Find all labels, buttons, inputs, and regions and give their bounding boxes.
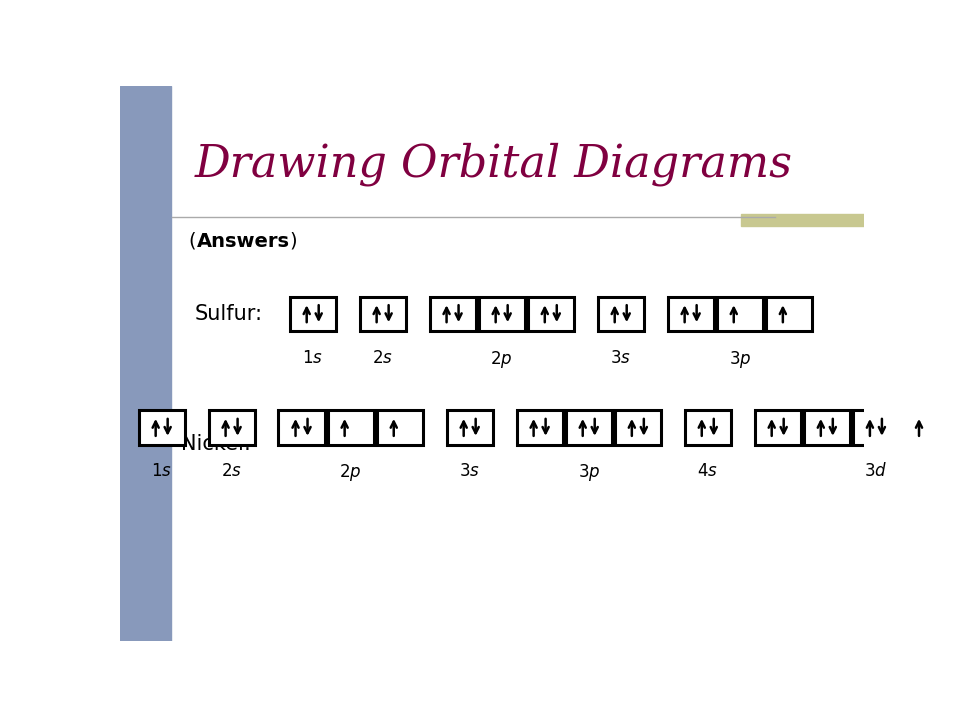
Bar (614, 410, 660, 444)
Bar (598, 297, 644, 331)
Text: $2s$: $2s$ (221, 462, 242, 480)
Bar (208, 410, 254, 444)
Bar (327, 410, 373, 444)
Bar (667, 297, 713, 331)
Bar (852, 410, 899, 444)
Bar (376, 410, 422, 444)
Text: Drawing Orbital Diagrams: Drawing Orbital Diagrams (194, 142, 792, 186)
Text: $3d$: $3d$ (864, 462, 887, 480)
Bar (528, 297, 574, 331)
Text: Nickel:: Nickel: (181, 434, 251, 454)
Text: $2p$: $2p$ (491, 348, 513, 369)
Bar (717, 297, 763, 331)
Text: $2s$: $2s$ (372, 348, 393, 366)
Text: $1s$: $1s$ (302, 348, 324, 366)
Bar (951, 410, 960, 444)
Bar (138, 410, 184, 444)
Bar (565, 410, 612, 444)
Bar (755, 410, 801, 444)
Bar (429, 297, 475, 331)
Bar (120, 86, 171, 641)
Bar (360, 297, 406, 331)
Text: $1s$: $1s$ (152, 462, 172, 480)
Bar (804, 410, 850, 444)
Text: Answers: Answers (197, 232, 290, 251)
Bar (290, 297, 336, 331)
Bar (278, 410, 324, 444)
Text: Sulfur:: Sulfur: (194, 304, 262, 324)
Bar (479, 297, 525, 331)
Text: $3p$: $3p$ (578, 462, 600, 483)
Text: $3p$: $3p$ (729, 348, 751, 369)
Text: ): ) (290, 232, 298, 251)
Bar (446, 410, 492, 444)
Bar (684, 410, 731, 444)
Text: (: ( (188, 232, 196, 251)
Bar (741, 214, 864, 226)
Bar (902, 410, 948, 444)
Bar (766, 297, 812, 331)
Text: $2p$: $2p$ (340, 462, 362, 483)
Text: $4s$: $4s$ (697, 462, 718, 480)
Text: $3s$: $3s$ (459, 462, 480, 480)
Bar (516, 410, 563, 444)
Text: $3s$: $3s$ (611, 348, 631, 366)
